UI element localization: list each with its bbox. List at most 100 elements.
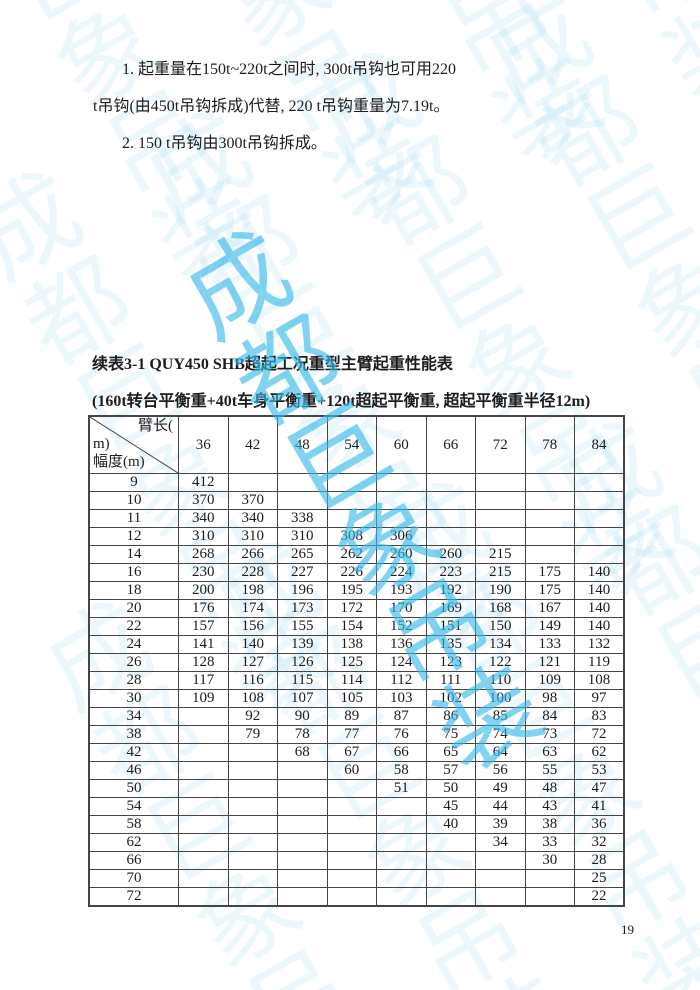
table-row: 50 51 50 49 48 47 xyxy=(88,779,625,798)
capacity-cell xyxy=(425,527,476,546)
capacity-cell xyxy=(227,779,278,798)
capacity-cell: 140 xyxy=(574,563,625,582)
capacity-cell xyxy=(277,869,328,888)
capacity-cell: 25 xyxy=(574,869,625,888)
capacity-cell xyxy=(326,887,377,907)
capacity-cell xyxy=(326,491,377,510)
boom-length-header: 42 xyxy=(227,415,278,474)
capacity-cell xyxy=(227,833,278,852)
capacity-cell: 150 xyxy=(475,617,526,636)
capacity-cell xyxy=(277,491,328,510)
capacity-cell: 56 xyxy=(475,761,526,780)
table-row: 62 34 33 32 xyxy=(88,833,625,852)
capacity-cell: 45 xyxy=(425,797,476,816)
capacity-cell: 228 xyxy=(227,563,278,582)
capacity-cell: 86 xyxy=(425,707,476,726)
capacity-cell: 108 xyxy=(227,689,278,708)
capacity-cell: 63 xyxy=(524,743,575,762)
capacity-cell: 193 xyxy=(376,581,427,600)
capacity-cell: 260 xyxy=(425,545,476,564)
capacity-cell: 223 xyxy=(425,563,476,582)
corner-label-radius: 幅度(m) xyxy=(93,454,145,470)
capacity-cell: 265 xyxy=(277,545,328,564)
capacity-cell xyxy=(277,851,328,870)
capacity-cell: 132 xyxy=(574,635,625,654)
capacity-cell: 370 xyxy=(178,491,229,510)
capacity-cell xyxy=(326,833,377,852)
radius-cell: 12 xyxy=(88,527,179,546)
capacity-cell xyxy=(524,473,575,492)
capacity-cell: 111 xyxy=(425,671,476,690)
radius-cell: 14 xyxy=(88,545,179,564)
capacity-cell: 174 xyxy=(227,599,278,618)
capacity-cell: 224 xyxy=(376,563,427,582)
capacity-cell xyxy=(178,761,229,780)
boom-length-header: 84 xyxy=(574,415,625,474)
capacity-cell: 140 xyxy=(227,635,278,654)
capacity-cell xyxy=(524,869,575,888)
capacity-cell: 103 xyxy=(376,689,427,708)
capacity-cell xyxy=(376,869,427,888)
capacity-cell xyxy=(227,743,278,762)
capacity-cell: 198 xyxy=(227,581,278,600)
capacity-cell: 168 xyxy=(475,599,526,618)
capacity-cell xyxy=(178,869,229,888)
capacity-cell xyxy=(227,887,278,907)
capacity-cell: 62 xyxy=(574,743,625,762)
capacity-cell xyxy=(227,797,278,816)
capacity-cell xyxy=(277,797,328,816)
capacity-cell xyxy=(178,725,229,744)
capacity-cell xyxy=(326,815,377,834)
load-capacity-table: 臂长( m) 幅度(m) 36 42 48 54 60 66 72 78 84 9 412 10 37… xyxy=(88,415,625,907)
capacity-cell xyxy=(524,527,575,546)
table-row: 11 340 340 338 xyxy=(88,509,625,528)
table-row: 26 128 127 126 125 124 123 122 121 119 xyxy=(88,653,625,672)
capacity-cell: 123 xyxy=(425,653,476,672)
radius-cell: 46 xyxy=(88,761,179,780)
capacity-cell: 60 xyxy=(326,761,377,780)
radius-cell: 58 xyxy=(88,815,179,834)
table-row: 38 79 78 77 76 75 74 73 72 xyxy=(88,725,625,744)
diagonal-line xyxy=(90,417,178,473)
radius-cell: 22 xyxy=(88,617,179,636)
capacity-cell: 172 xyxy=(326,599,377,618)
table-row: 30 109 108 107 105 103 102 100 98 97 xyxy=(88,689,625,708)
table-body: 9 412 10 370 370 11 340 340 338 12 310 310 310 308 306… xyxy=(88,473,625,907)
capacity-cell xyxy=(376,491,427,510)
capacity-cell: 169 xyxy=(425,599,476,618)
capacity-cell xyxy=(425,851,476,870)
capacity-cell xyxy=(178,707,229,726)
capacity-cell: 49 xyxy=(475,779,526,798)
capacity-cell: 90 xyxy=(277,707,328,726)
radius-cell: 42 xyxy=(88,743,179,762)
capacity-cell: 50 xyxy=(425,779,476,798)
capacity-cell xyxy=(227,473,278,492)
boom-length-header: 78 xyxy=(524,415,575,474)
capacity-cell: 28 xyxy=(574,851,625,870)
capacity-cell xyxy=(178,797,229,816)
capacity-cell xyxy=(376,851,427,870)
capacity-cell: 138 xyxy=(326,635,377,654)
capacity-cell xyxy=(376,797,427,816)
corner-label-boom: 臂长( xyxy=(138,418,173,434)
capacity-cell xyxy=(178,851,229,870)
capacity-cell xyxy=(277,761,328,780)
capacity-cell: 190 xyxy=(475,581,526,600)
capacity-cell: 308 xyxy=(326,527,377,546)
capacity-cell: 114 xyxy=(326,671,377,690)
capacity-cell: 92 xyxy=(227,707,278,726)
capacity-cell: 105 xyxy=(326,689,377,708)
capacity-cell: 53 xyxy=(574,761,625,780)
radius-cell: 16 xyxy=(88,563,179,582)
boom-length-header: 72 xyxy=(475,415,526,474)
capacity-cell xyxy=(475,509,526,528)
capacity-cell xyxy=(425,509,476,528)
capacity-cell: 124 xyxy=(376,653,427,672)
capacity-cell: 156 xyxy=(227,617,278,636)
capacity-cell: 306 xyxy=(376,527,427,546)
capacity-cell xyxy=(475,869,526,888)
capacity-cell: 72 xyxy=(574,725,625,744)
capacity-cell xyxy=(178,815,229,834)
capacity-cell xyxy=(425,869,476,888)
